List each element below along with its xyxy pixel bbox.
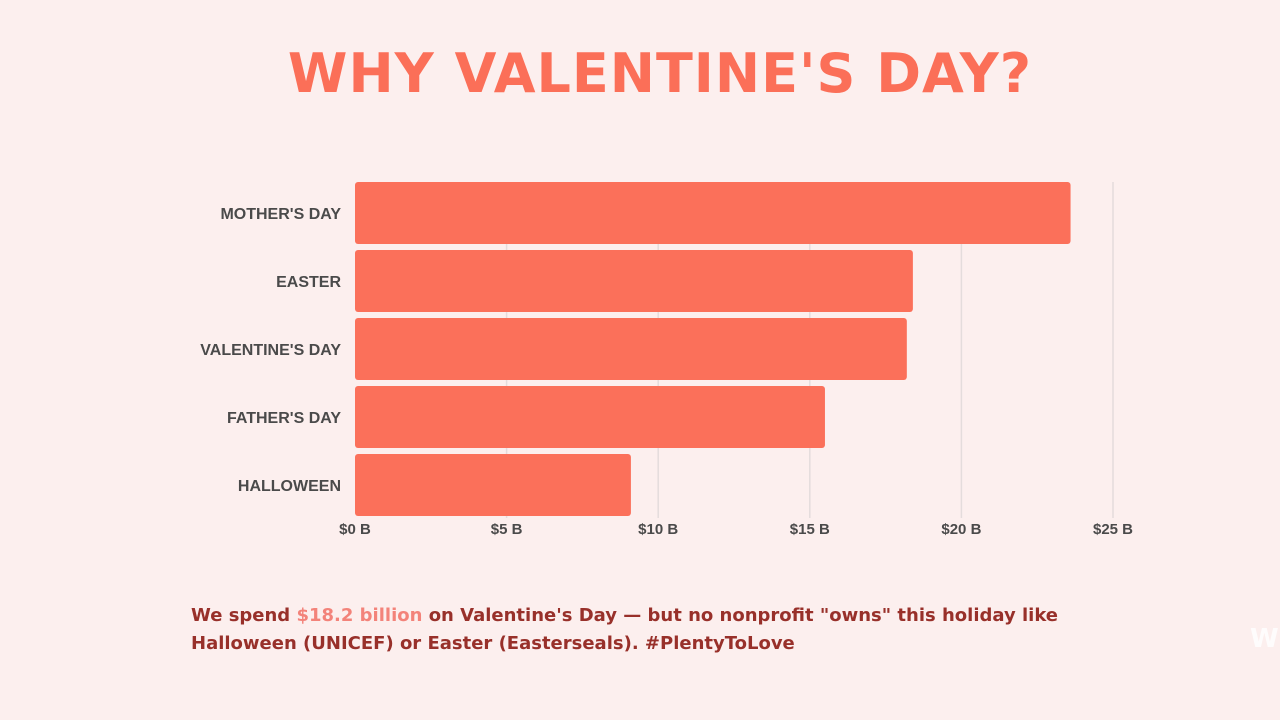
category-label: VALENTINE'S DAY [200, 342, 341, 359]
x-tick-label: $15 B [790, 521, 830, 538]
bar [355, 318, 907, 380]
category-label: FATHER'S DAY [227, 410, 341, 427]
chart-title: WHY VALENTINE'S DAY? [287, 42, 1033, 105]
x-tick-label: $25 B [1093, 521, 1133, 538]
x-tick-label: $5 B [491, 521, 523, 538]
bar [355, 386, 825, 448]
x-tick-label: $0 B [339, 521, 371, 538]
caption-highlight: $18.2 billion [296, 605, 423, 626]
caption-text-2: on Valentine's Day — but no nonprofit "o… [191, 605, 1059, 654]
x-tick-label: $20 B [941, 521, 981, 538]
brand-logo: W [1250, 624, 1279, 654]
caption-text-1: We spend [191, 605, 297, 626]
category-label: EASTER [276, 274, 341, 291]
category-label: HALLOWEEN [238, 478, 341, 495]
bar [355, 182, 1071, 244]
bar [355, 250, 913, 312]
bar [355, 454, 631, 516]
x-tick-label: $10 B [638, 521, 678, 538]
caption: We spend $18.2 billion on Valentine's Da… [191, 602, 1071, 658]
category-label: MOTHER'S DAY [220, 206, 341, 223]
